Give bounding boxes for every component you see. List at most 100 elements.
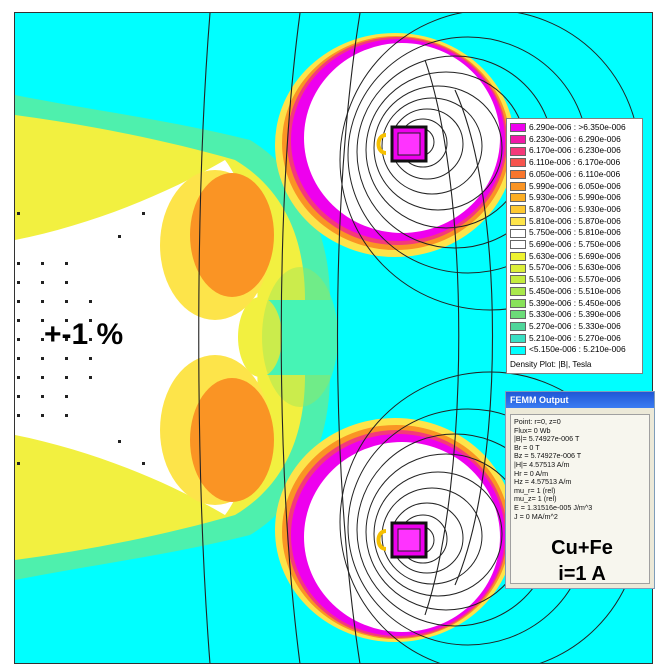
upper-coil-inner	[397, 132, 421, 156]
sample-point	[17, 319, 20, 322]
legend-label: 5.870e-006 : 5.930e-006	[529, 203, 621, 214]
legend-label: 5.750e-006 : 5.810e-006	[529, 227, 621, 238]
femm-output-line: E = 1.31516e-005 J/m^3	[514, 502, 593, 512]
sample-point	[89, 338, 92, 341]
sample-point	[41, 357, 44, 360]
femm-output-body: Point: r=0, z=0 Flux= 0 Wb |B|= 5.74927e-0…	[510, 414, 650, 584]
legend-entry: 5.570e-006 : 5.630e-006	[510, 262, 621, 273]
legend-swatch	[510, 251, 526, 261]
sample-point	[41, 262, 44, 265]
femm-output-line: J = 0 MA/m^2	[514, 511, 558, 521]
legend-swatch	[510, 123, 526, 133]
sample-point	[41, 395, 44, 398]
legend-swatch	[510, 181, 526, 191]
sample-point	[65, 414, 68, 417]
sample-point	[65, 376, 68, 379]
sample-point	[17, 338, 20, 341]
legend-entry: 6.050e-006 : 6.110e-006	[510, 169, 620, 180]
legend-entry: 5.870e-006 : 5.930e-006	[510, 204, 621, 215]
lower-coil-tab	[376, 529, 387, 551]
legend-entry: 6.170e-006 : 6.230e-006	[510, 145, 621, 156]
femm-output-line: mu_r= 1 (rel)	[514, 485, 556, 495]
legend-title: Density Plot: |B|, Tesla	[510, 360, 592, 369]
legend-entry: 5.210e-006 : 5.270e-006	[510, 333, 621, 344]
legend-entry: 5.270e-006 : 5.330e-006	[510, 321, 621, 332]
legend-label: 5.690e-006 : 5.750e-006	[529, 239, 621, 249]
legend-entry: 6.290e-006 : >6.350e-006	[510, 122, 626, 133]
legend-entry: 5.510e-006 : 5.570e-006	[510, 274, 621, 285]
legend-entry: 5.930e-006 : 5.990e-006	[510, 192, 621, 203]
sample-point	[41, 414, 44, 417]
femm-output-title[interactable]: FEMM Output	[506, 392, 654, 408]
femm-output-line: Hr = 0 A/m	[514, 468, 549, 478]
legend-swatch	[510, 193, 526, 203]
legend-swatch	[510, 298, 526, 308]
legend-swatch	[510, 228, 526, 238]
sample-point	[41, 300, 44, 303]
legend-label: 6.170e-006 : 6.230e-006	[529, 145, 621, 156]
legend-entry: 5.810e-006 : 5.870e-006	[510, 216, 621, 227]
sample-point	[17, 300, 20, 303]
legend-entry: <5.150e-006 : 5.210e-006	[510, 344, 626, 355]
femm-output-line: mu_z= 1 (rel)	[514, 494, 557, 504]
legend-entry: 5.630e-006 : 5.690e-006	[510, 251, 621, 262]
legend-entry: 5.750e-006 : 5.810e-006	[510, 227, 621, 238]
legend-entry: 5.390e-006 : 5.450e-006	[510, 298, 621, 309]
legend-swatch	[510, 287, 526, 297]
sample-point	[41, 319, 44, 322]
sample-point	[17, 414, 20, 417]
legend-swatch	[510, 322, 526, 332]
sample-point-grid	[17, 212, 145, 465]
center-island	[238, 297, 282, 377]
sample-point	[41, 338, 44, 341]
legend-label: 5.210e-006 : 5.270e-006	[529, 332, 621, 343]
legend-swatch	[510, 216, 526, 226]
legend-label: 5.990e-006 : 6.050e-006	[529, 180, 621, 191]
legend-swatch	[510, 170, 526, 180]
legend-entry: 5.330e-006 : 5.390e-006	[510, 309, 621, 320]
sample-point	[17, 281, 20, 284]
sample-point	[89, 357, 92, 360]
femm-output-line: Point: r=0, z=0	[514, 417, 561, 426]
legend-entry: 6.110e-006 : 6.170e-006	[510, 157, 620, 168]
lower-coil-inner	[397, 528, 421, 552]
sample-point	[65, 319, 68, 322]
legend-label: 5.570e-006 : 5.630e-006	[529, 262, 621, 273]
sample-point	[118, 440, 121, 443]
sample-point	[41, 281, 44, 284]
sample-point	[41, 376, 44, 379]
legend-entry: 6.230e-006 : 6.290e-006	[510, 134, 621, 145]
sample-point	[17, 262, 20, 265]
sample-point	[65, 300, 68, 303]
legend-label: 5.270e-006 : 5.330e-006	[529, 320, 621, 331]
sample-point	[89, 300, 92, 303]
legend-swatch	[510, 134, 526, 144]
sample-point	[89, 319, 92, 322]
upper-coil-tab	[376, 133, 387, 155]
sample-point	[17, 395, 20, 398]
density-legend: 6.290e-006 : >6.350e-006 6.230e-006 : 6.2…	[506, 118, 643, 374]
femm-output-window[interactable]: FEMM Output Point: r=0, z=0 Flux= 0 Wb |B|…	[505, 391, 655, 589]
sample-point	[65, 281, 68, 284]
legend-label: 6.050e-006 : 6.110e-006	[529, 168, 621, 179]
legend-swatch	[510, 240, 526, 250]
legend-label: 6.110e-006 : 6.170e-006	[529, 157, 621, 168]
legend-label: 6.290e-006 : >6.350e-006	[529, 122, 626, 132]
legend-swatch	[510, 158, 526, 168]
legend-label: 5.390e-006 : 5.450e-006	[529, 297, 621, 308]
current-label: i=1 A	[558, 563, 606, 585]
legend-label: 5.930e-006 : 5.990e-006	[529, 192, 621, 203]
femm-output-lines: Point: r=0, z=0 Flux= 0 Wb |B|= 5.74927e-0…	[511, 415, 649, 521]
legend-label: 5.810e-006 : 5.870e-006	[529, 215, 621, 226]
legend-label: 5.510e-006 : 5.570e-006	[529, 274, 621, 285]
sample-point	[65, 357, 68, 360]
legend-swatch	[510, 263, 526, 273]
sample-point	[17, 376, 20, 379]
femm-output-line: |B|= 5.74927e-006 T	[514, 434, 580, 444]
sample-point	[65, 338, 68, 341]
legend-swatch	[510, 310, 526, 320]
legend-swatch	[510, 275, 526, 285]
legend-label: 5.330e-006 : 5.390e-006	[529, 309, 621, 320]
sample-point	[17, 212, 20, 215]
sample-point	[17, 462, 20, 465]
